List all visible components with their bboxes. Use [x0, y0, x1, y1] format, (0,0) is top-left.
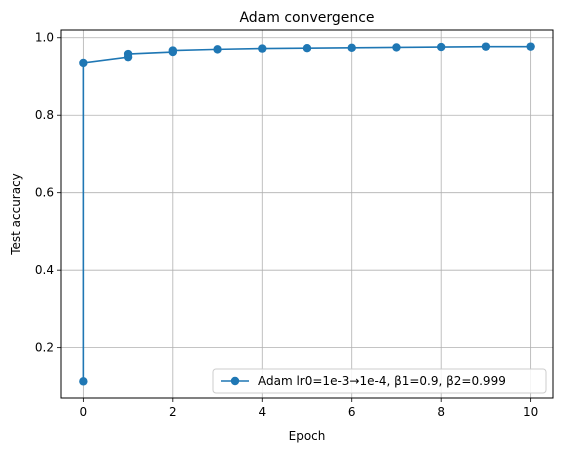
- data-point: [482, 42, 490, 50]
- x-tick-label: 4: [258, 405, 266, 419]
- x-tick-label: 8: [437, 405, 445, 419]
- x-tick-label: 10: [523, 405, 538, 419]
- y-tick-label: 0.4: [35, 263, 54, 277]
- data-point: [526, 42, 534, 50]
- y-tick-label: 0.2: [35, 341, 54, 355]
- legend: Adam lr0=1e-3→1e-4, β1=0.9, β2=0.999: [213, 369, 546, 393]
- data-point: [348, 44, 356, 52]
- legend-marker: [231, 377, 239, 385]
- x-axis-label: Epoch: [289, 429, 326, 443]
- data-point: [437, 43, 445, 51]
- x-tick-label: 2: [169, 405, 177, 419]
- data-point: [213, 45, 221, 53]
- y-tick-label: 0.6: [35, 186, 54, 200]
- chart-title: Adam convergence: [239, 10, 374, 26]
- data-point: [258, 44, 266, 52]
- data-point: [303, 44, 311, 52]
- data-point: [79, 377, 87, 385]
- x-tick-label: 0: [80, 405, 88, 419]
- data-point: [169, 46, 177, 54]
- y-tick-label: 0.8: [35, 108, 54, 122]
- data-point: [124, 50, 132, 58]
- x-tick-label: 6: [348, 405, 356, 419]
- data-point: [392, 43, 400, 51]
- data-point: [79, 59, 87, 67]
- y-axis-label: Test accuracy: [9, 173, 23, 256]
- legend-label: Adam lr0=1e-3→1e-4, β1=0.9, β2=0.999: [258, 374, 506, 388]
- y-tick-label: 1.0: [35, 31, 54, 45]
